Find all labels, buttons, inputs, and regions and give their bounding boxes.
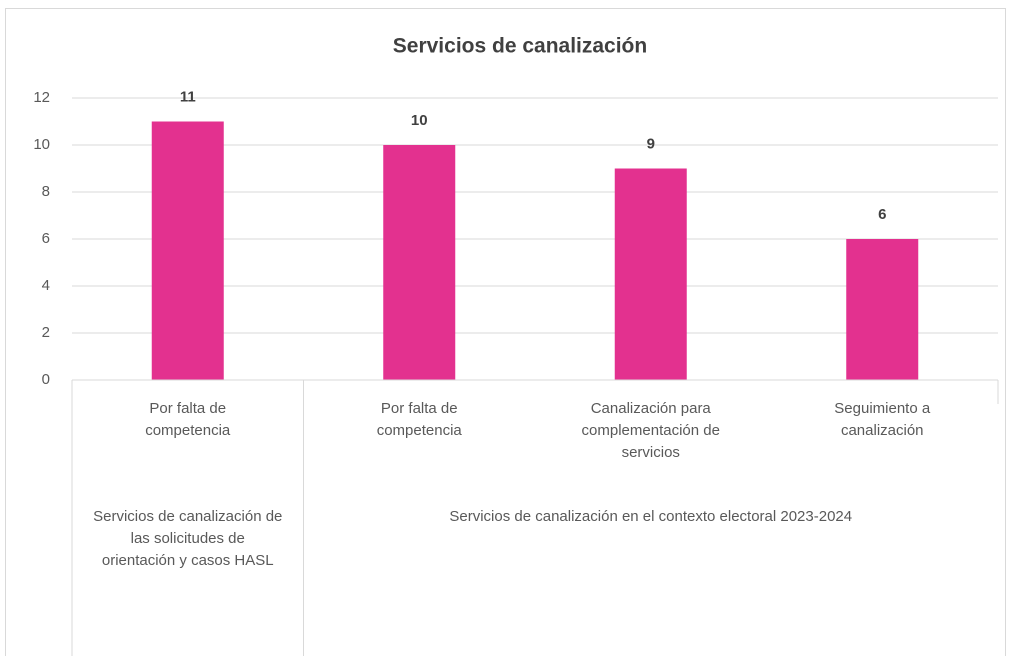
x-tick-label: Seguimiento a canalización <box>834 400 931 439</box>
y-tick-label: 10 <box>33 136 50 153</box>
y-tick-label: 12 <box>33 89 50 106</box>
y-tick-label: 6 <box>42 230 50 247</box>
y-tick-label: 0 <box>42 371 50 388</box>
bar <box>383 145 456 380</box>
data-label: 9 <box>647 135 655 152</box>
bar <box>151 121 224 380</box>
y-tick-label: 4 <box>42 277 50 294</box>
data-label: 10 <box>411 112 428 129</box>
y-tick-label: 8 <box>42 183 50 200</box>
y-tick-label: 2 <box>42 324 50 341</box>
bar <box>614 168 687 380</box>
chart-title: Servicios de canalización <box>393 35 647 58</box>
x-tick-label: Por falta de competencia <box>145 400 231 439</box>
group-label: Servicios de canalización de las solicit… <box>93 508 283 569</box>
data-label: 11 <box>180 88 196 105</box>
bar <box>846 239 919 380</box>
group-label: Servicios de canalización en el contexto… <box>449 508 853 525</box>
x-tick-label: Por falta de competencia <box>376 400 462 439</box>
x-tick-label: Canalización para complementación de ser… <box>581 400 720 461</box>
data-label: 6 <box>878 206 886 223</box>
